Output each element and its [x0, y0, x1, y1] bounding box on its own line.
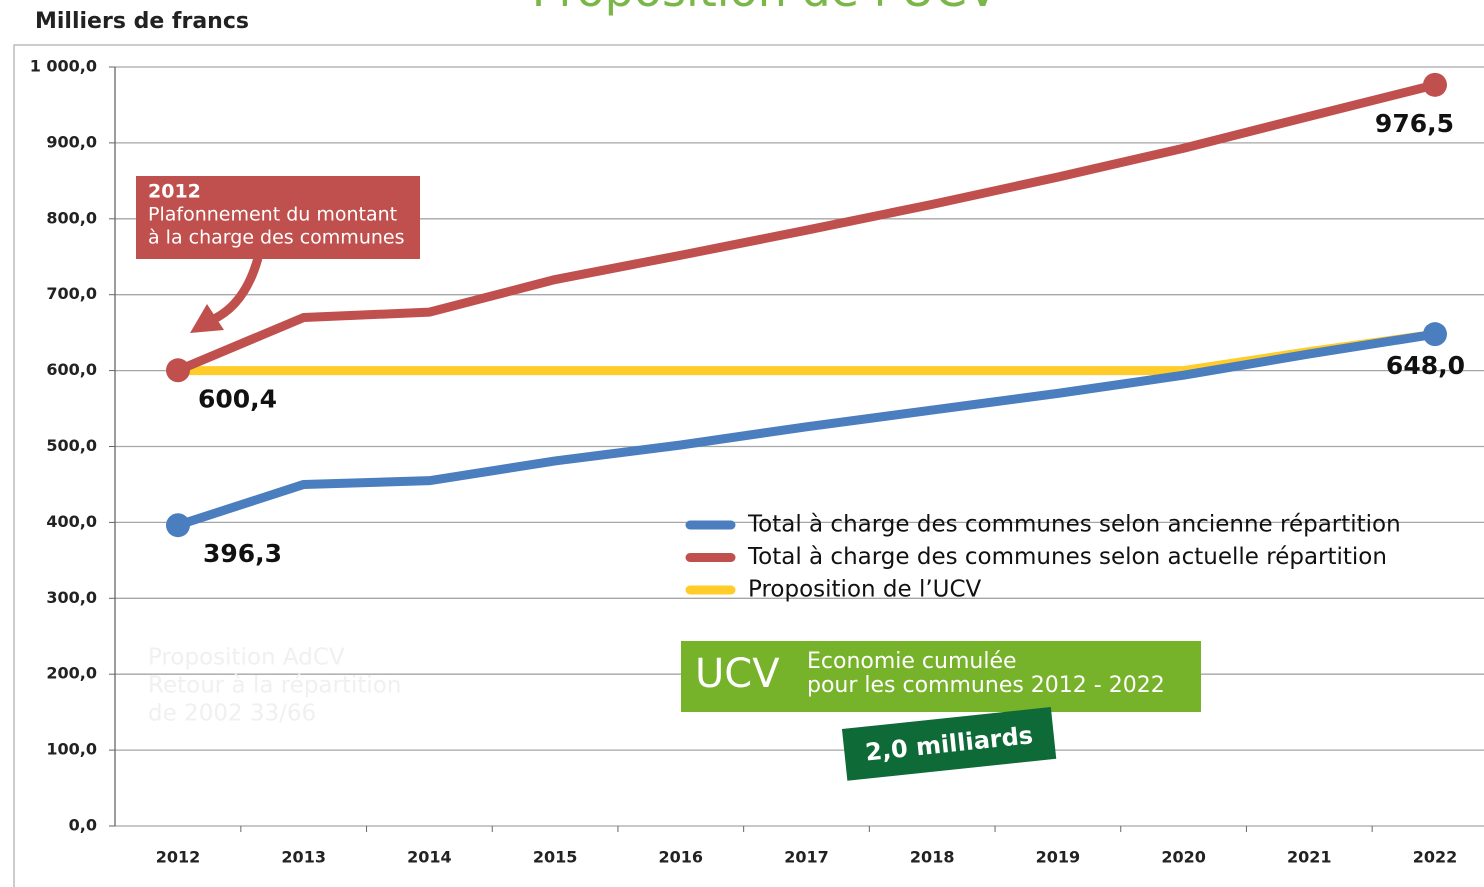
chart-title: Proposition de l’UCV	[532, 0, 999, 17]
faded-text: Proposition AdCV	[148, 645, 345, 671]
data-label: 600,4	[198, 384, 277, 413]
faded-text: Retour à la répartition	[148, 673, 401, 699]
callout-arrowhead	[190, 304, 224, 333]
ucv-text: Economie cumulée	[807, 649, 1017, 674]
callout-box	[136, 176, 420, 259]
series-line	[176, 329, 1436, 530]
callout-text: à la charge des communes	[148, 227, 405, 249]
legend-label: Total à charge des communes selon ancien…	[747, 512, 1401, 538]
callout-arrow	[209, 256, 263, 325]
y-tick-label: 800,0	[46, 208, 97, 227]
total-box	[841, 707, 1057, 781]
x-tick-label: 2016	[659, 848, 704, 867]
x-tick-label: 2012	[156, 848, 201, 867]
y-tick-label: 300,0	[46, 588, 97, 607]
data-label: 976,5	[1375, 109, 1454, 138]
x-tick-label: 2017	[784, 848, 829, 867]
data-label: 396,3	[203, 539, 282, 568]
y-tick-label: 500,0	[46, 436, 97, 455]
frame	[13, 44, 1484, 887]
data-point	[166, 358, 190, 383]
y-tick-label: 100,0	[46, 740, 97, 759]
ucv-text: pour les communes 2012 - 2022	[807, 673, 1165, 698]
x-tick-label: 2022	[1413, 848, 1458, 867]
ucv-box	[681, 641, 1201, 712]
legend-label: Total à charge des communes selon actuel…	[747, 544, 1387, 570]
x-tick-label: 2013	[281, 848, 326, 867]
faded-text: de 2002 33/66	[148, 701, 316, 727]
data-point	[1423, 72, 1447, 97]
ucv-title: UCV	[695, 651, 780, 697]
y-tick-label: 0,0	[69, 816, 97, 835]
y-tick-label: 400,0	[46, 512, 97, 531]
data-point	[1423, 322, 1447, 347]
x-tick-label: 2021	[1287, 848, 1332, 867]
callout-text: Plafonnement du montant	[148, 204, 397, 226]
y-tick-label: 700,0	[46, 284, 97, 303]
callout-text: 2012	[148, 181, 201, 203]
data-point	[166, 513, 190, 538]
x-tick-label: 2018	[910, 848, 955, 867]
x-tick-label: 2019	[1036, 848, 1081, 867]
x-tick-label: 2015	[533, 848, 578, 867]
y-tick-label: 1 000,0	[30, 57, 97, 76]
series-line	[176, 80, 1437, 375]
y-tick-label: 600,0	[46, 360, 97, 379]
x-tick-label: 2014	[407, 848, 452, 867]
data-label: 648,0	[1386, 351, 1465, 380]
y-tick-label: 900,0	[46, 132, 97, 151]
legend-label: Proposition de l’UCV	[748, 577, 982, 603]
y-axis-label: Milliers de francs	[35, 9, 249, 34]
x-tick-label: 2020	[1161, 848, 1206, 867]
total-badge: 2,0 milliards	[841, 707, 1057, 781]
y-tick-label: 200,0	[46, 664, 97, 683]
